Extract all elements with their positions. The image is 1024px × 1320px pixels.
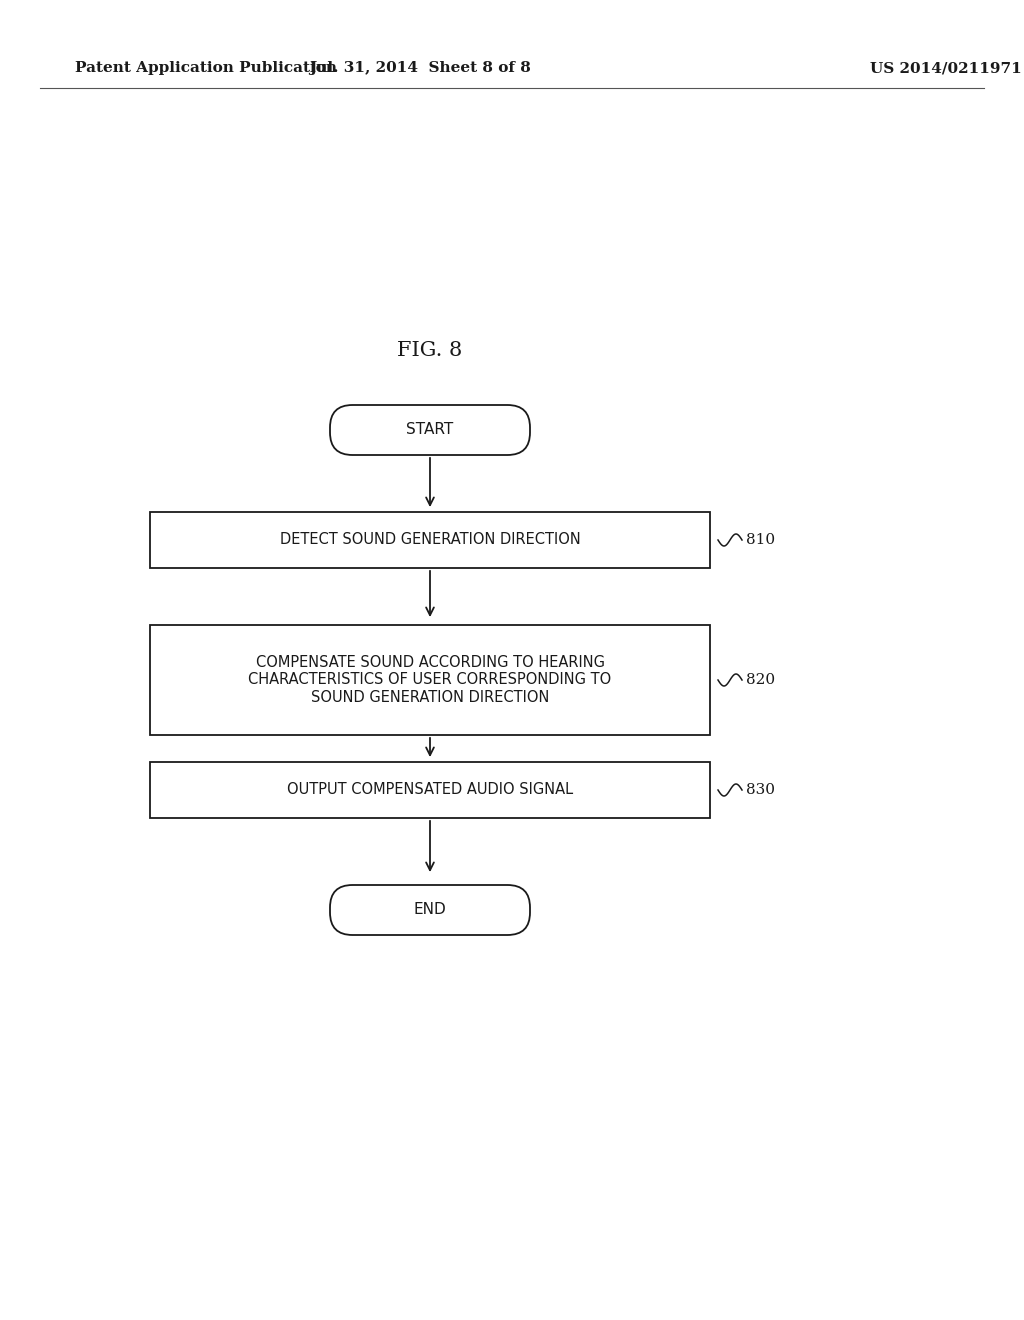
- FancyBboxPatch shape: [150, 624, 710, 735]
- FancyBboxPatch shape: [150, 512, 710, 568]
- Text: OUTPUT COMPENSATED AUDIO SIGNAL: OUTPUT COMPENSATED AUDIO SIGNAL: [287, 783, 573, 797]
- Text: COMPENSATE SOUND ACCORDING TO HEARING
CHARACTERISTICS OF USER CORRESPONDING TO
S: COMPENSATE SOUND ACCORDING TO HEARING CH…: [249, 655, 611, 705]
- FancyBboxPatch shape: [330, 405, 530, 455]
- Text: 830: 830: [746, 783, 775, 797]
- Text: 810: 810: [746, 533, 775, 546]
- Text: Jul. 31, 2014  Sheet 8 of 8: Jul. 31, 2014 Sheet 8 of 8: [309, 61, 530, 75]
- Text: 820: 820: [746, 673, 775, 686]
- Text: DETECT SOUND GENERATION DIRECTION: DETECT SOUND GENERATION DIRECTION: [280, 532, 581, 548]
- Text: START: START: [407, 422, 454, 437]
- Text: US 2014/0211971 A1: US 2014/0211971 A1: [870, 61, 1024, 75]
- FancyBboxPatch shape: [330, 884, 530, 935]
- Text: Patent Application Publication: Patent Application Publication: [75, 61, 337, 75]
- Text: FIG. 8: FIG. 8: [397, 341, 463, 359]
- FancyBboxPatch shape: [150, 762, 710, 818]
- Text: END: END: [414, 903, 446, 917]
